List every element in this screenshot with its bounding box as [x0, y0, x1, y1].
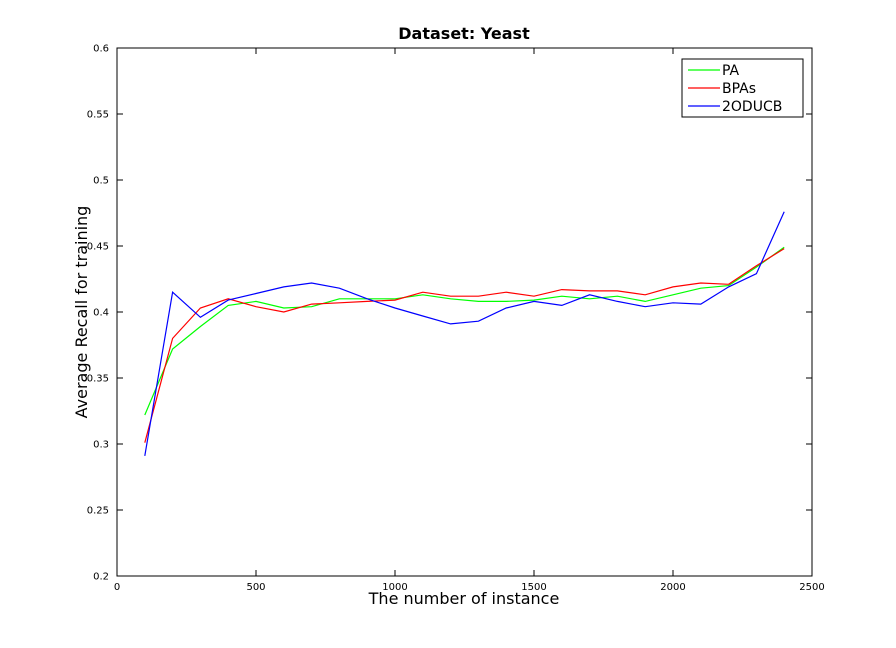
y-tick-label: 0.3	[93, 440, 109, 451]
y-axis-label: Average Recall for training	[72, 206, 91, 419]
y-tick-label: 0.45	[87, 242, 109, 253]
x-tick-label: 2500	[799, 582, 824, 593]
y-tick-label: 0.55	[87, 110, 109, 121]
plot-area-frame	[116, 47, 813, 577]
axis-ticks	[116, 47, 813, 577]
legend-label: PA	[722, 63, 740, 79]
x-tick-label: 1500	[521, 582, 546, 593]
series-line-2oducb	[144, 211, 785, 457]
legend-label: BPAs	[722, 81, 756, 97]
x-tick-label: 1000	[382, 582, 407, 593]
y-tick-label: 0.25	[87, 506, 109, 517]
x-axis-label: The number of instance	[368, 589, 560, 608]
x-tick-label: 2000	[660, 582, 685, 593]
y-tick-label: 0.4	[93, 308, 109, 319]
legend-label: 2ODUCB	[722, 99, 782, 115]
series-line-pa	[144, 246, 785, 416]
y-tick-label: 0.35	[87, 374, 109, 385]
y-tick-label: 0.2	[93, 572, 109, 583]
x-tick-label: 0	[114, 582, 120, 593]
series-lines	[144, 211, 785, 457]
series-line-bpas	[144, 248, 785, 443]
chart-title: Dataset: Yeast	[398, 24, 530, 43]
x-tick-label: 500	[246, 582, 265, 593]
y-tick-label: 0.6	[93, 44, 109, 55]
legend: PA BPAs 2ODUCB	[681, 58, 804, 118]
y-tick-label: 0.5	[93, 176, 109, 187]
axis-tick-labels: 0 500 1000 1500 2000 2500 0.2 0.25 0.3 0.35 0.4 0.4…	[87, 44, 825, 594]
